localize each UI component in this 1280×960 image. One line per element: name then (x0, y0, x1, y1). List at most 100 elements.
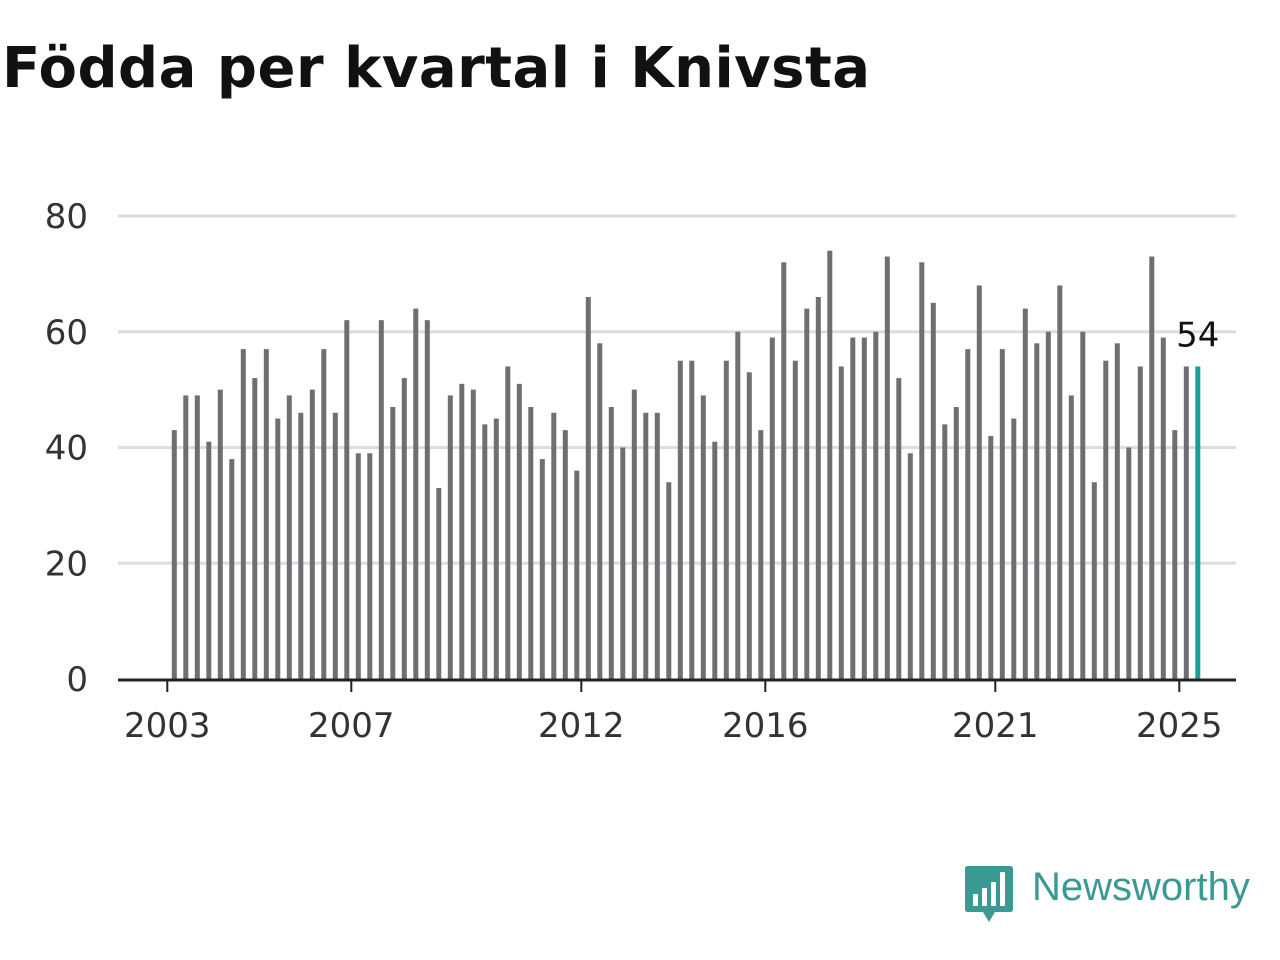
bar (597, 343, 603, 679)
bar (1034, 343, 1040, 679)
bar (804, 308, 810, 679)
bar (562, 430, 568, 679)
bar (643, 412, 649, 679)
bar (815, 297, 821, 679)
last-value-label: 54 (1176, 315, 1219, 355)
bar (896, 378, 902, 679)
bar (1114, 343, 1120, 679)
bar (942, 424, 948, 679)
bar (229, 459, 235, 679)
bar (1045, 331, 1051, 679)
bar (585, 297, 591, 679)
bar (309, 389, 315, 679)
chart-area: 0 20 40 60 80 2003 2007 2012 2016 2021 2025 54 (45, 197, 1236, 746)
y-tick-label: 0 (66, 660, 88, 700)
bar (516, 383, 522, 679)
bar (505, 366, 511, 679)
bar (827, 250, 833, 679)
bar (999, 349, 1005, 679)
bar (1022, 308, 1028, 679)
bar (631, 389, 637, 679)
bar (390, 406, 396, 679)
bar (367, 453, 373, 679)
bar (401, 378, 407, 679)
bar (689, 360, 695, 679)
gridlines (118, 214, 1236, 565)
bar (378, 320, 384, 679)
chart-title: Födda per kvartal i Knivsta (2, 36, 871, 101)
bar (1011, 418, 1017, 679)
newsworthy-brand: Newsworthy (964, 864, 1250, 928)
bar (1160, 337, 1166, 679)
bar (746, 372, 752, 679)
y-tick-label: 60 (45, 313, 88, 353)
bar (1080, 331, 1086, 679)
brand-name: Newsworthy (1032, 865, 1250, 909)
x-tick-label: 2025 (1136, 706, 1223, 746)
x-axis-ticks: 2003 2007 2012 2016 2021 2025 (124, 680, 1223, 746)
bar (298, 412, 304, 679)
bar (1126, 447, 1132, 679)
bar (574, 470, 580, 679)
bar (1183, 366, 1189, 679)
bar (608, 406, 614, 679)
bar (919, 262, 925, 679)
bar (240, 349, 246, 679)
x-tick-label: 2003 (124, 706, 211, 746)
bar (321, 349, 327, 679)
bar (861, 337, 867, 679)
bar (275, 418, 281, 679)
bar (344, 320, 350, 679)
y-tick-label: 40 (45, 429, 88, 469)
bar (436, 488, 442, 679)
bar (884, 256, 890, 679)
bar (1172, 430, 1178, 679)
bar (539, 459, 545, 679)
bar (723, 360, 729, 679)
bar (551, 412, 557, 679)
bar (953, 406, 959, 679)
bar (712, 441, 718, 679)
bar (930, 302, 936, 679)
bar (183, 395, 189, 679)
bar (1103, 360, 1109, 679)
bar (459, 383, 465, 679)
bar (413, 308, 419, 679)
bar (677, 360, 683, 679)
bar-series (171, 250, 1201, 679)
bar (735, 331, 741, 679)
bar (470, 389, 476, 679)
bar (355, 453, 361, 679)
bar (528, 406, 534, 679)
bar (666, 482, 672, 679)
bar-highlight (1195, 366, 1201, 679)
x-tick-label: 2007 (308, 706, 395, 746)
bar (1057, 285, 1063, 679)
bar (1137, 366, 1143, 679)
bar (965, 349, 971, 679)
bar (838, 366, 844, 679)
bar (907, 453, 913, 679)
y-tick-label: 80 (45, 197, 88, 237)
bar (424, 320, 430, 679)
x-tick-label: 2012 (538, 706, 625, 746)
bar (781, 262, 787, 679)
bar (447, 395, 453, 679)
annotations: 54 (1176, 315, 1219, 355)
bar (171, 430, 177, 679)
bar (194, 395, 200, 679)
bar (482, 424, 488, 679)
bar (206, 441, 212, 679)
bar (332, 412, 338, 679)
bar (988, 435, 994, 679)
y-axis-tick-labels: 0 20 40 60 80 (45, 197, 88, 700)
bar (700, 395, 706, 679)
bar (769, 337, 775, 679)
bar (850, 337, 856, 679)
bar (1149, 256, 1155, 679)
bar (654, 412, 660, 679)
bar (1068, 395, 1074, 679)
bar (286, 395, 292, 679)
bar (792, 360, 798, 679)
x-tick-label: 2021 (952, 706, 1039, 746)
